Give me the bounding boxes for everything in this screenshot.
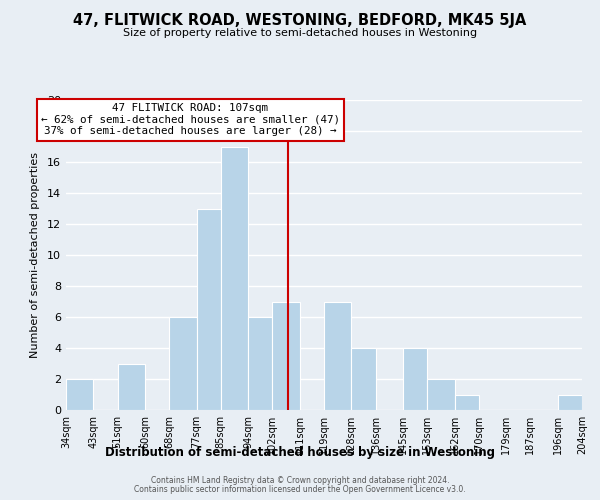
Text: 47, FLITWICK ROAD, WESTONING, BEDFORD, MK45 5JA: 47, FLITWICK ROAD, WESTONING, BEDFORD, M… <box>73 12 527 28</box>
Bar <box>221 146 248 410</box>
Text: 47 FLITWICK ROAD: 107sqm
← 62% of semi-detached houses are smaller (47)
37% of s: 47 FLITWICK ROAD: 107sqm ← 62% of semi-d… <box>41 103 340 136</box>
Bar <box>66 379 94 410</box>
Text: Size of property relative to semi-detached houses in Westoning: Size of property relative to semi-detach… <box>123 28 477 38</box>
Bar <box>455 394 479 410</box>
Text: Contains public sector information licensed under the Open Government Licence v3: Contains public sector information licen… <box>134 485 466 494</box>
Bar <box>248 317 272 410</box>
Bar <box>197 208 221 410</box>
Bar <box>169 317 197 410</box>
Bar <box>272 302 300 410</box>
Y-axis label: Number of semi-detached properties: Number of semi-detached properties <box>30 152 40 358</box>
Bar <box>118 364 145 410</box>
Bar <box>324 302 352 410</box>
Bar <box>427 379 455 410</box>
Text: Distribution of semi-detached houses by size in Westoning: Distribution of semi-detached houses by … <box>105 446 495 459</box>
Text: Contains HM Land Registry data © Crown copyright and database right 2024.: Contains HM Land Registry data © Crown c… <box>151 476 449 485</box>
Bar <box>403 348 427 410</box>
Bar <box>352 348 376 410</box>
Bar <box>558 394 582 410</box>
